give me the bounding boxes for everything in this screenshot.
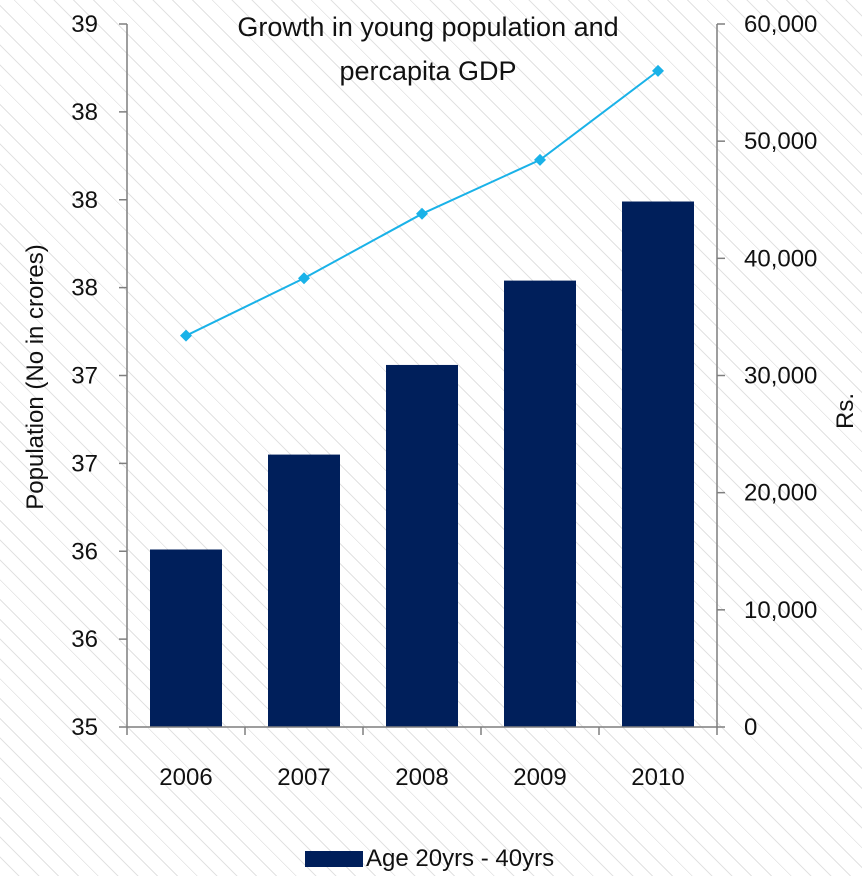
- left-tick-label: 36: [71, 626, 98, 653]
- x-tick-label: 2008: [395, 764, 448, 791]
- left-tick-label: 37: [71, 363, 98, 390]
- right-tick-label: 20,000: [744, 480, 817, 507]
- gdp-point-2007: [298, 272, 310, 285]
- right-tick-label: 50,000: [744, 128, 817, 155]
- right-tick-label: 0: [744, 714, 757, 741]
- chart-title-line-1: Growth in young population and: [237, 12, 618, 42]
- x-tick-label: 2006: [159, 764, 212, 791]
- plot-area: 35 36 36 37 37 38 38 38 39 0 10,000 20,000 30,000 40,…: [71, 11, 817, 791]
- x-tick-label: 2009: [513, 764, 566, 791]
- gdp-line: [185, 70, 659, 337]
- bar-2010: [622, 201, 694, 727]
- chart-title-line-2: percapita GDP: [339, 56, 516, 86]
- bar-2006: [150, 549, 222, 727]
- legend-label: Age 20yrs - 40yrs: [366, 845, 554, 872]
- bar-2009: [504, 280, 576, 727]
- gdp-point-2008: [416, 207, 428, 220]
- gdp-point-2006: [180, 329, 192, 342]
- left-tick-label: 35: [71, 714, 98, 741]
- bar-2007: [268, 454, 340, 727]
- gdp-point-2010: [652, 64, 664, 77]
- bar-2008: [386, 364, 458, 727]
- legend-swatch: [305, 851, 363, 867]
- left-tick-label: 36: [71, 538, 98, 565]
- left-tick-label: 38: [71, 187, 98, 214]
- left-tick-label: 38: [71, 99, 98, 126]
- right-axis-title: Rs.: [832, 393, 859, 429]
- left-axis-title: Population (No in crores): [22, 244, 49, 509]
- left-tick-label: 37: [71, 450, 98, 477]
- left-tick-label: 38: [71, 275, 98, 302]
- right-tick-label: 60,000: [744, 11, 817, 38]
- x-tick-label: 2007: [277, 764, 330, 791]
- right-tick-label: 10,000: [744, 597, 817, 624]
- gdp-point-2009: [534, 153, 546, 166]
- x-tick-label: 2010: [631, 764, 684, 791]
- right-tick-label: 40,000: [744, 245, 817, 272]
- left-tick-label: 39: [71, 11, 98, 38]
- right-tick-label: 30,000: [744, 363, 817, 390]
